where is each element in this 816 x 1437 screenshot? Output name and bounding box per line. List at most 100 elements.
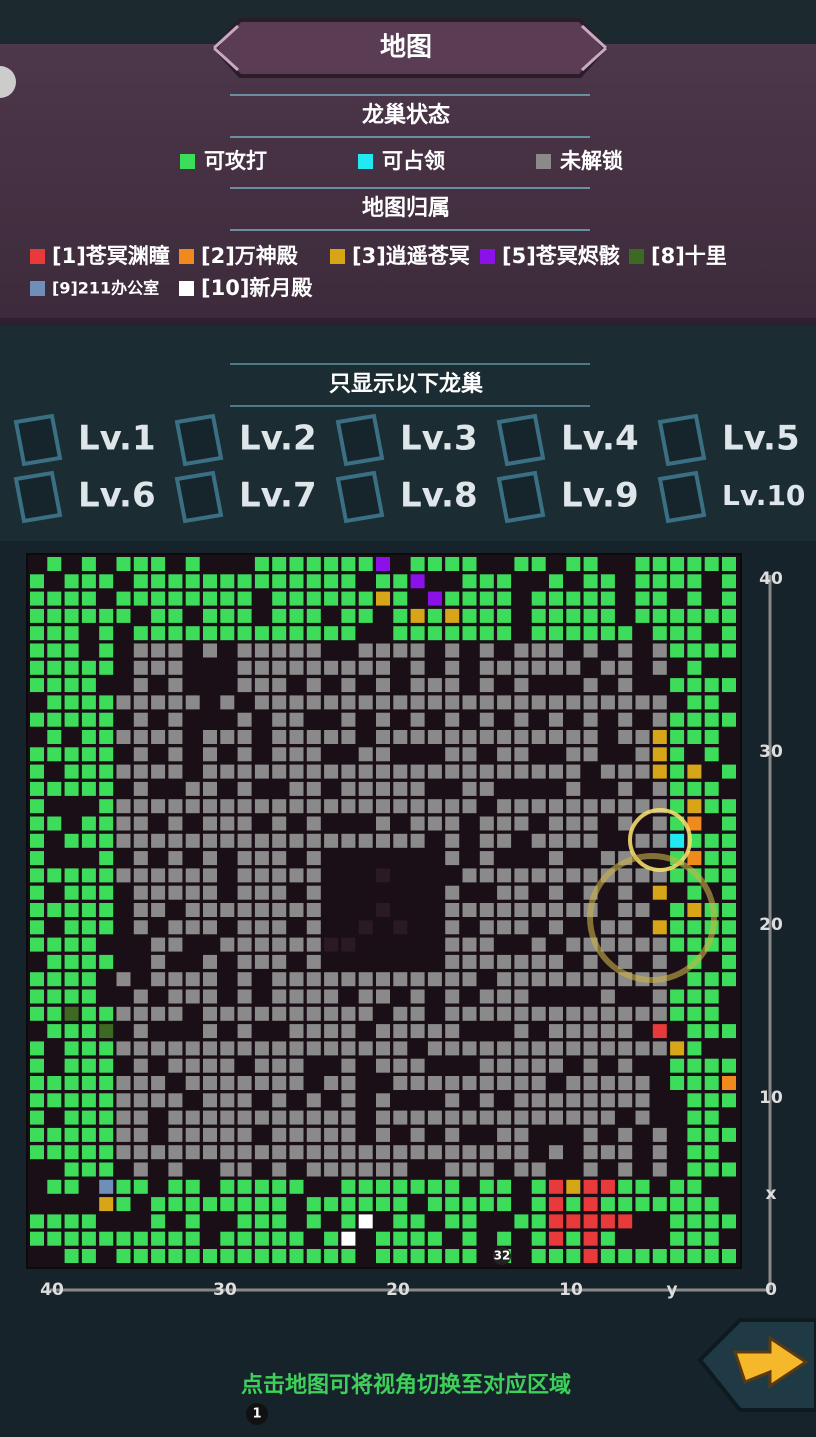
map-cell (687, 1041, 702, 1056)
map-cell (549, 1197, 563, 1212)
map-cell (514, 1041, 529, 1056)
map-cell (704, 1058, 719, 1073)
map-cell (393, 1145, 408, 1160)
level-filter[interactable]: Lv.5 (657, 413, 800, 467)
level-filter[interactable]: Lv.4 (496, 413, 639, 467)
map-cell (549, 1110, 563, 1125)
map-cell (324, 1145, 339, 1160)
side-button[interactable] (0, 66, 16, 98)
map-cell (99, 868, 114, 883)
map-cell (652, 747, 667, 762)
map-cell (427, 1145, 442, 1160)
map-cell (704, 989, 719, 1004)
map-cell (549, 712, 563, 727)
map-cell (133, 868, 148, 883)
level-label[interactable]: Lv.6 (78, 476, 156, 516)
map-cell (462, 574, 477, 589)
map-cell (583, 1231, 598, 1246)
map-cell (687, 678, 702, 693)
map-cell (583, 678, 598, 693)
map-cell (722, 885, 736, 900)
map-cell (722, 937, 736, 952)
level-label[interactable]: Lv.3 (400, 419, 478, 459)
level-label[interactable]: Lv.2 (239, 419, 317, 459)
map-cell (168, 1127, 183, 1142)
map-cell (600, 1093, 615, 1108)
legend-swatch (358, 154, 373, 169)
map-cell (220, 1006, 235, 1021)
map-cell (272, 1058, 287, 1073)
map-cell (30, 747, 44, 762)
level-label[interactable]: Lv.1 (78, 419, 156, 459)
map-cell (289, 1006, 304, 1021)
map-cell (376, 1127, 390, 1142)
map-cell (410, 1179, 425, 1194)
map-cell (566, 833, 581, 848)
level-label[interactable]: Lv.7 (239, 476, 317, 516)
map-cell (531, 1249, 546, 1263)
map-cell (81, 747, 96, 762)
map-cell (220, 1058, 235, 1073)
map-cell (549, 574, 563, 589)
map-cell (427, 1249, 442, 1263)
map-cell (289, 989, 304, 1004)
map-cell (445, 972, 460, 987)
map-cell (462, 1214, 477, 1229)
level-filter[interactable]: Lv.8 (335, 470, 478, 524)
map-cell (566, 937, 581, 952)
map-cell (341, 937, 356, 952)
map-cell (462, 1076, 477, 1090)
map-cell (376, 1197, 390, 1212)
map-cell (618, 816, 633, 831)
map-cell (514, 954, 529, 969)
level-filter[interactable]: Lv.7 (174, 470, 317, 524)
map-cell (272, 591, 287, 606)
legend-swatch (536, 154, 551, 169)
map-cell (306, 747, 321, 762)
map-cell (81, 1058, 96, 1073)
map-cell (324, 574, 339, 589)
map-cell (168, 660, 183, 675)
map-cell (237, 1127, 252, 1142)
map-cell (289, 1231, 304, 1246)
map-cell (341, 764, 356, 779)
level-filter[interactable]: Lv.10 (657, 470, 805, 524)
level-label[interactable]: Lv.4 (561, 419, 639, 459)
level-filter[interactable]: Lv.2 (174, 413, 317, 467)
map-cell (687, 1024, 702, 1039)
map-cell (254, 937, 269, 952)
map-cell (445, 816, 460, 831)
map-cell (358, 799, 373, 814)
map-cell (549, 660, 563, 675)
map-cell (289, 1249, 304, 1263)
map-cell (687, 557, 702, 571)
level-label[interactable]: Lv.10 (722, 479, 805, 512)
map-cell (600, 989, 615, 1004)
map-cell (376, 764, 390, 779)
level-label[interactable]: Lv.8 (400, 476, 478, 516)
map-cell (497, 1231, 512, 1246)
map-cell (600, 937, 615, 952)
level-label[interactable]: Lv.5 (722, 419, 800, 459)
level-filter[interactable]: Lv.9 (496, 470, 639, 524)
map-cell (583, 1076, 598, 1090)
level-filter[interactable]: Lv.3 (335, 413, 478, 467)
map-cell (583, 1127, 598, 1142)
map-cell (133, 678, 148, 693)
map-cell (635, 1093, 650, 1108)
level-label[interactable]: Lv.9 (561, 476, 639, 516)
map-cell (133, 989, 148, 1004)
map-cell (151, 1006, 166, 1021)
map-cell (549, 1058, 563, 1073)
map-cell (203, 1197, 217, 1212)
map-cell (151, 972, 166, 987)
map-cell (237, 643, 252, 658)
map-cell (254, 868, 269, 883)
level-filter[interactable]: Lv.6 (13, 470, 156, 524)
map-cell (462, 954, 477, 969)
level-filter[interactable]: Lv.1 (13, 413, 156, 467)
map-cell (393, 972, 408, 987)
map-cell (652, 1006, 667, 1021)
map-cell (600, 1231, 615, 1246)
map-cell (99, 730, 114, 744)
